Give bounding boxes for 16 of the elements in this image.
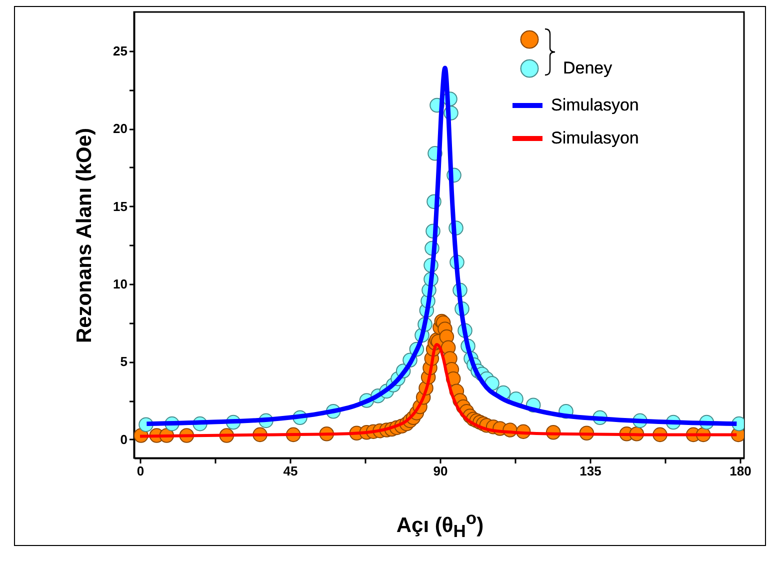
x-tick-label: 180 xyxy=(730,464,752,478)
y-tick-label: 25 xyxy=(113,43,128,58)
x-tick-label: 135 xyxy=(580,464,602,478)
y-tick-label: 0 xyxy=(120,432,128,447)
legend-label: Simulasyon xyxy=(551,128,639,148)
x-tick-label: 90 xyxy=(433,464,448,478)
y-tick-label: 20 xyxy=(113,121,128,136)
x-tick-label: 0 xyxy=(136,464,144,478)
y-tick-label: 15 xyxy=(113,198,128,214)
x-axis-title: Açı (θ$_{H}$$^{o}$) xyxy=(395,508,485,542)
legend-label: Deney xyxy=(563,58,613,78)
y-tick-label: 5 xyxy=(120,354,128,370)
y-axis-title: Rezonans Alanı (kOe) xyxy=(73,128,96,344)
x-tick-label: 45 xyxy=(283,464,298,478)
y-tick-label: 10 xyxy=(113,276,128,292)
legend-label: Simulasyon xyxy=(551,96,639,114)
